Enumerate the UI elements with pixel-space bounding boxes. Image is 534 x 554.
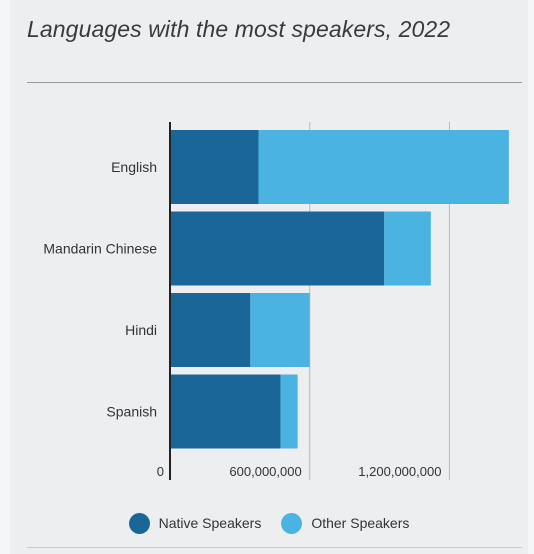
category-label: Hindi [125,322,157,338]
legend-item-native[interactable]: Native Speakers [128,512,262,534]
bar-spanish-native [170,374,281,449]
bar-mandarin-chinese-other [384,211,431,286]
legend-label-native: Native Speakers [158,515,262,531]
category-label: Mandarin Chinese [43,241,157,257]
bar-hindi-other [250,293,310,367]
legend-item-other[interactable]: Other Speakers [281,512,410,534]
legend: Native Speakers Other Speakers [10,511,528,535]
chart-card: Languages with the most speakers, 2022 E… [10,0,528,554]
bar-english-native [170,130,259,204]
bar-chart: English Mandarin Chinese Hindi Spanish 0 600,… [43,122,509,480]
x-tick-label: 600,000,000 [229,464,301,479]
bottom-divider [27,547,522,548]
category-label: English [111,159,157,175]
bar-spanish-other [280,374,298,449]
legend-label-other: Other Speakers [311,515,410,531]
legend-swatch-native [128,512,150,534]
x-tick-label: 1,200,000,000 [358,464,441,479]
category-label: Spanish [106,404,157,420]
title-divider [27,82,522,83]
x-tick-label: 0 [157,464,164,479]
chart-title: Languages with the most speakers, 2022 [27,16,451,42]
bar-hindi-native [170,293,251,367]
bar-mandarin-chinese-native [170,211,385,286]
legend-swatch-other [281,512,303,534]
bar-english-other [258,130,509,204]
